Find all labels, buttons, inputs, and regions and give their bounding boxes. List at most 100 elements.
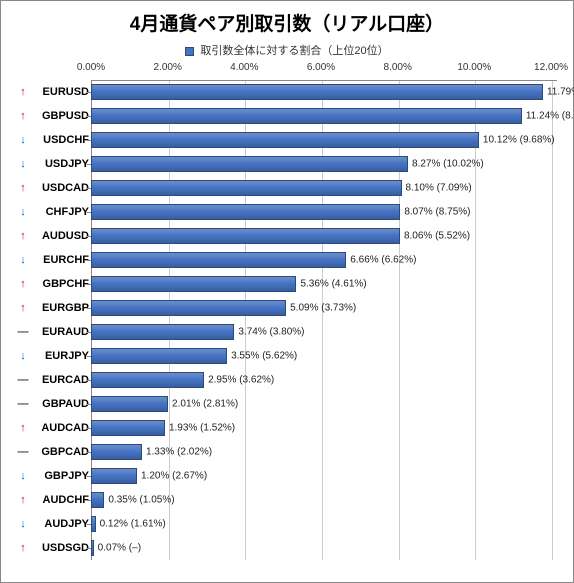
x-axis-tick: 2.00% — [153, 62, 181, 73]
bar — [91, 348, 227, 364]
chart-row: ↓USDJPY8.27% (10.02%) — [17, 152, 557, 176]
pair-label: USDCHF — [29, 134, 91, 146]
bar — [91, 396, 168, 412]
value-label: 2.95% (3.62%) — [208, 375, 274, 386]
chart-row: —EURCAD2.95% (3.62%) — [17, 368, 557, 392]
value-label: 1.33% (2.02%) — [146, 447, 212, 458]
bar-wrap: 8.06% (5.52%) — [91, 228, 557, 244]
pair-label: EURGBP — [29, 302, 91, 314]
bar-wrap: 5.09% (3.73%) — [91, 300, 557, 316]
value-label: 11.24% (8.88%) — [526, 111, 574, 122]
chart-row: ↑EURUSD11.79% (9.62%) — [17, 80, 557, 104]
bar-wrap: 3.55% (5.62%) — [91, 348, 557, 364]
value-label: 11.79% (9.62%) — [547, 87, 574, 98]
bar-wrap: 11.79% (9.62%) — [91, 84, 557, 100]
value-label: 5.36% (4.61%) — [300, 279, 366, 290]
pair-label: EURCHF — [29, 254, 91, 266]
value-label: 3.74% (3.80%) — [238, 327, 304, 338]
value-label: 5.09% (3.73%) — [290, 303, 356, 314]
bar-wrap: 1.33% (2.02%) — [91, 444, 557, 460]
chart-row: ↑USDSGD 0.07% (–) — [17, 536, 557, 560]
chart-row: ↑USDCAD8.10% (7.09%) — [17, 176, 557, 200]
trend-arrow-icon: ↑ — [17, 86, 29, 98]
legend-swatch — [185, 47, 194, 56]
bar — [91, 204, 400, 220]
value-label: 10.12% (9.68%) — [483, 135, 555, 146]
bar-wrap: 2.01% (2.81%) — [91, 396, 557, 412]
x-axis-tick: 12.00% — [534, 62, 568, 73]
x-axis: 0.00%2.00%4.00%6.00%8.00%10.00%12.00% — [91, 62, 557, 78]
bar-wrap: 6.66% (6.62%) — [91, 252, 557, 268]
bar — [91, 540, 94, 556]
bar-wrap: 0.07% (–) — [91, 540, 557, 556]
value-label: 0.35% (1.05%) — [108, 495, 174, 506]
chart-row: ↓USDCHF 10.12% (9.68%) — [17, 128, 557, 152]
bar-wrap: 10.12% (9.68%) — [91, 132, 557, 148]
trend-arrow-icon: ↑ — [17, 494, 29, 506]
bar — [91, 156, 408, 172]
trend-arrow-icon: ↑ — [17, 182, 29, 194]
bar — [91, 84, 543, 100]
bar — [91, 468, 137, 484]
bar — [91, 324, 234, 340]
pair-label: USDCAD — [29, 182, 91, 194]
trend-arrow-icon: — — [17, 446, 29, 458]
chart-row: ↓CHFJPY8.07% (8.75%) — [17, 200, 557, 224]
pair-label: AUDCHF — [29, 494, 91, 506]
pair-label: EURAUD — [29, 326, 91, 338]
x-axis-tick: 6.00% — [307, 62, 335, 73]
trend-arrow-icon: — — [17, 398, 29, 410]
bar-wrap: 8.07% (8.75%) — [91, 204, 557, 220]
bar — [91, 252, 346, 268]
value-label: 0.07% (–) — [98, 543, 141, 554]
bar-wrap: 2.95% (3.62%) — [91, 372, 557, 388]
chart-row: ↓EURCHF6.66% (6.62%) — [17, 248, 557, 272]
trend-arrow-icon: ↓ — [17, 518, 29, 530]
bar-wrap: 0.12% (1.61%) — [91, 516, 557, 532]
trend-arrow-icon: — — [17, 374, 29, 386]
bar-wrap: 1.93% (1.52%) — [91, 420, 557, 436]
bar-wrap: 5.36% (4.61%) — [91, 276, 557, 292]
chart-row: ↑GBPUSD11.24% (8.88%) — [17, 104, 557, 128]
trend-arrow-icon: ↑ — [17, 110, 29, 122]
trend-arrow-icon: ↓ — [17, 134, 29, 146]
value-label: 1.93% (1.52%) — [169, 423, 235, 434]
bar — [91, 516, 96, 532]
chart-title: 4月通貨ペア別取引数（リアル口座） — [13, 9, 561, 36]
bar-wrap: 1.20% (2.67%) — [91, 468, 557, 484]
legend-label: 取引数全体に対する割合（上位20位） — [200, 45, 388, 57]
value-label: 0.12% (1.61%) — [100, 519, 166, 530]
bar-wrap: 8.27% (10.02%) — [91, 156, 557, 172]
trend-arrow-icon: ↓ — [17, 158, 29, 170]
bar-wrap: 3.74% (3.80%) — [91, 324, 557, 340]
value-label: 8.06% (5.52%) — [404, 231, 470, 242]
trend-arrow-icon: ↑ — [17, 542, 29, 554]
pair-label: GBPUSD — [29, 110, 91, 122]
value-label: 3.55% (5.62%) — [231, 351, 297, 362]
chart-row: ↓GBPJPY1.20% (2.67%) — [17, 464, 557, 488]
bar — [91, 420, 165, 436]
value-label: 8.07% (8.75%) — [404, 207, 470, 218]
bar — [91, 300, 286, 316]
bar — [91, 492, 104, 508]
chart-row: ↑AUDCAD 1.93% (1.52%) — [17, 416, 557, 440]
value-label: 8.27% (10.02%) — [412, 159, 484, 170]
chart-row: ↑AUDCHF 0.35% (1.05%) — [17, 488, 557, 512]
pair-label: AUDCAD — [29, 422, 91, 434]
bar — [91, 444, 142, 460]
pair-label: AUDJPY — [29, 518, 91, 530]
pair-label: USDSGD — [29, 542, 91, 554]
chart-row: ↓AUDJPY 0.12% (1.61%) — [17, 512, 557, 536]
chart-row: ↓EURJPY3.55% (5.62%) — [17, 344, 557, 368]
trend-arrow-icon: ↑ — [17, 422, 29, 434]
bar — [91, 180, 402, 196]
trend-arrow-icon: ↑ — [17, 278, 29, 290]
bar-wrap: 0.35% (1.05%) — [91, 492, 557, 508]
bar — [91, 372, 204, 388]
legend: 取引数全体に対する割合（上位20位） — [13, 42, 561, 58]
pair-label: GBPCAD — [29, 446, 91, 458]
x-axis-tick: 8.00% — [383, 62, 411, 73]
chart-row: —EURAUD3.74% (3.80%) — [17, 320, 557, 344]
pair-label: GBPJPY — [29, 470, 91, 482]
pair-label: AUDUSD — [29, 230, 91, 242]
